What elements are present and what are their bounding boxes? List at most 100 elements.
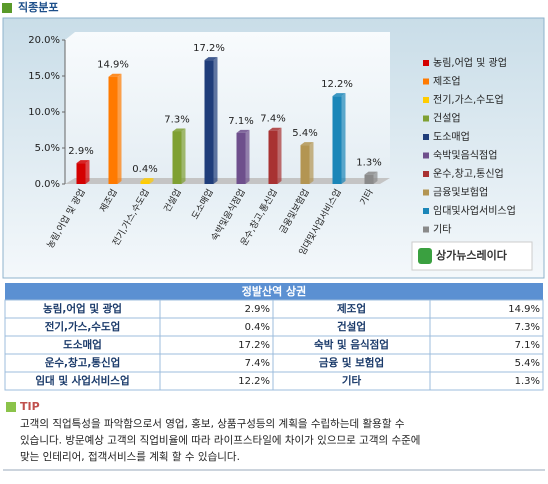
legend-label: 기타 xyxy=(433,224,451,236)
bar-side xyxy=(117,73,122,184)
bar-top xyxy=(172,128,186,132)
data-label: 7.4% xyxy=(260,114,285,125)
tip-text: 고객의 직업특성을 파악함으로서 영업, 홍보, 상품구성등의 계획을 수립하는… xyxy=(20,417,405,430)
table-text: 7.3% xyxy=(515,322,540,333)
table-text: 7.1% xyxy=(515,340,540,351)
table-text: 임대 및 사업서비스업 xyxy=(35,374,129,387)
y-tick-label: 0.0% xyxy=(35,179,60,190)
header-title: 직종분포 xyxy=(18,0,58,14)
table-title: 정발산역 상권 xyxy=(242,284,307,298)
tip-text: 있습니다. 방문예상 고객의 직업비율에 따라 라이프스타일에 차이가 있으므로… xyxy=(20,434,420,447)
y-tick-label: 10.0% xyxy=(28,107,60,118)
data-label: 2.9% xyxy=(68,146,93,157)
bar-top xyxy=(364,171,378,175)
table-text: 5.4% xyxy=(515,358,540,369)
bar xyxy=(364,174,374,184)
logo-box xyxy=(411,241,533,271)
table-text: 0.4% xyxy=(245,322,270,333)
bar-side xyxy=(85,160,90,184)
data-label: 7.1% xyxy=(228,116,253,127)
table-text: 건설업 xyxy=(337,320,366,333)
bar xyxy=(204,60,214,184)
table-cell xyxy=(429,371,544,391)
bar xyxy=(268,130,278,184)
legend-swatch xyxy=(423,78,429,85)
bar-side xyxy=(213,57,218,184)
bar-side xyxy=(245,129,250,184)
bar xyxy=(236,132,246,184)
data-label: 17.2% xyxy=(193,43,225,54)
bar-side xyxy=(181,128,186,184)
table-text: 14.9% xyxy=(508,304,540,315)
y-tick-label: 15.0% xyxy=(28,71,60,82)
bar xyxy=(172,131,182,184)
logo-icon xyxy=(418,248,432,264)
logo: 상가뉴스레이다 xyxy=(436,248,508,262)
bar-top xyxy=(204,57,218,61)
table-text: 전기,가스,수도업 xyxy=(45,320,121,333)
bar-top xyxy=(236,129,250,133)
data-label: 0.4% xyxy=(132,164,157,175)
bar-top xyxy=(300,142,314,146)
bar-top xyxy=(268,127,282,131)
table-text: 금융 및 보험업 xyxy=(319,356,384,369)
data-label: 12.2% xyxy=(321,79,353,90)
legend-label: 운수,창고,통신업 xyxy=(433,167,504,180)
bar xyxy=(76,163,86,184)
legend-swatch xyxy=(423,97,429,103)
legend-label: 금융및보험업 xyxy=(433,186,488,199)
bar xyxy=(332,96,342,184)
table-text: 제조업 xyxy=(337,302,366,315)
data-label: 5.4% xyxy=(292,128,317,139)
legend-swatch xyxy=(423,226,429,233)
data-label: 1.3% xyxy=(356,158,381,169)
table-text: 17.2% xyxy=(238,340,270,351)
bar xyxy=(108,76,118,184)
table-text: 2.9% xyxy=(245,304,270,315)
bar-side xyxy=(309,142,314,184)
bar xyxy=(140,181,150,184)
table-text: 12.2% xyxy=(238,376,270,387)
bar-side xyxy=(373,171,378,184)
bar-top xyxy=(76,160,90,164)
legend-swatch xyxy=(423,189,429,196)
legend-label: 건설업 xyxy=(433,112,461,125)
bar xyxy=(300,145,310,184)
data-label: 14.9% xyxy=(97,60,129,71)
header-icon xyxy=(2,3,12,13)
table-header xyxy=(5,283,543,300)
table-text: 운수,창고,통신업 xyxy=(45,356,121,369)
tip-icon xyxy=(6,402,16,412)
y-tick-label: 5.0% xyxy=(35,143,60,154)
table-text: 숙박 및 음식점업 xyxy=(314,338,389,351)
legend-label: 도소매업 xyxy=(433,130,470,143)
legend-label: 농림,어업 및 광업 xyxy=(433,56,507,69)
legend-label: 임대및사업서비스업 xyxy=(433,204,516,217)
bar-side xyxy=(149,178,154,184)
legend-swatch xyxy=(423,208,429,214)
table-text: 1.3% xyxy=(515,376,540,387)
bar-side xyxy=(341,93,346,184)
bar-top xyxy=(108,73,122,77)
table-text: 도소매업 xyxy=(63,338,102,351)
legend-swatch xyxy=(423,115,429,122)
data-label: 7.3% xyxy=(164,114,189,125)
bar-top xyxy=(140,178,154,182)
legend-swatch xyxy=(423,134,429,140)
table-text: 농림,어업 및 광업 xyxy=(43,302,122,315)
legend-label: 전기,가스,수도업 xyxy=(433,93,504,106)
bar-top xyxy=(332,93,346,97)
tip-title: TIP xyxy=(20,400,40,413)
legend-swatch xyxy=(423,60,429,66)
y-tick-label: 20.0% xyxy=(28,35,60,46)
table-text: 7.4% xyxy=(245,358,270,369)
legend-swatch xyxy=(423,171,429,177)
legend-label: 제조업 xyxy=(433,75,461,88)
table-text: 기타 xyxy=(342,374,362,387)
legend-label: 숙박및음식점업 xyxy=(433,149,497,162)
legend-swatch xyxy=(423,152,429,159)
bar-side xyxy=(277,127,282,184)
